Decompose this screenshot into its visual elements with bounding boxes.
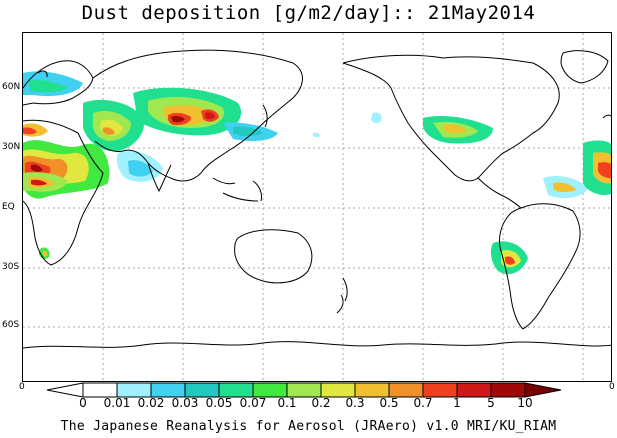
colorbar-swatch <box>388 382 424 398</box>
map-panel <box>22 32 612 382</box>
colorbar-swatch <box>150 382 186 398</box>
dust-deposition-field <box>23 71 611 275</box>
colorbar-right-arrow <box>524 382 562 398</box>
colorbar-swatch <box>490 382 526 398</box>
colorbar-tick-label: 0.07 <box>239 396 267 410</box>
colorbar-swatch <box>184 382 220 398</box>
coastlines <box>23 49 611 349</box>
colorbar-swatch <box>320 382 356 398</box>
colorbar-swatch <box>286 382 322 398</box>
lat-label-30n: 30N <box>2 142 21 152</box>
colorbar-tick-label: 0.7 <box>413 396 433 410</box>
colorbar-swatch <box>82 382 118 398</box>
world-map <box>23 33 611 381</box>
colorbar-tick-label: 0.05 <box>205 396 233 410</box>
colorbar-tick-label: 0.01 <box>103 396 131 410</box>
colorbar-swatch <box>116 382 152 398</box>
colorbar-swatch <box>252 382 288 398</box>
colorbar-tick-label: 0.02 <box>137 396 165 410</box>
colorbar-swatch <box>218 382 254 398</box>
colorbar-tick-label: 0.3 <box>345 396 365 410</box>
colorbar-tick-label: 1 <box>453 396 461 410</box>
colorbar-tick-label: 10 <box>517 396 533 410</box>
colorbar-tick-label: 0.03 <box>171 396 199 410</box>
lat-label-60s: 60S <box>2 320 20 330</box>
colorbar-swatch <box>354 382 390 398</box>
colorbar-left-arrow <box>46 382 84 398</box>
colorbar-swatch <box>422 382 458 398</box>
left-edge-label: 0 <box>19 382 25 392</box>
lat-label-eq: EQ <box>2 202 15 212</box>
right-edge-label: 0 <box>609 382 615 392</box>
lat-label-60n: 60N <box>2 82 21 92</box>
colorbar <box>46 382 562 398</box>
colorbar-tick-label: 0 <box>79 396 87 410</box>
colorbar-tick-label: 0.1 <box>277 396 297 410</box>
map-title: Dust deposition [g/m2/day]:: 21May2014 <box>81 2 536 24</box>
colorbar-swatch <box>456 382 492 398</box>
colorbar-tick-label: 0.5 <box>379 396 399 410</box>
colorbar-tick-label: 5 <box>487 396 495 410</box>
footer-credit: The Japanese Reanalysis for Aerosol (JRA… <box>60 419 557 434</box>
lat-label-30s: 30S <box>2 262 20 272</box>
colorbar-tick-label: 0.2 <box>311 396 331 410</box>
